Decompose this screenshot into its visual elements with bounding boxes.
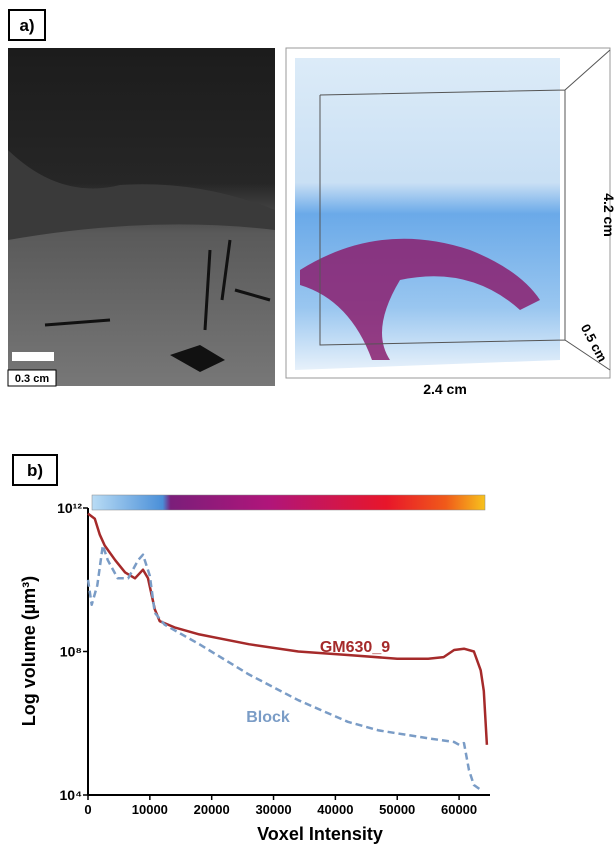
x-tick-label: 30000 bbox=[255, 802, 291, 817]
x-tick-label: 40000 bbox=[317, 802, 353, 817]
x-tick-label: 60000 bbox=[441, 802, 477, 817]
y-tick-label: 10⁸ bbox=[60, 644, 82, 660]
series-label: GM630_9 bbox=[320, 639, 390, 656]
colorbar bbox=[92, 495, 485, 510]
series-line bbox=[88, 546, 481, 790]
x-tick-label: 0 bbox=[84, 802, 91, 817]
x-axis-label: Voxel Intensity bbox=[257, 824, 383, 844]
y-tick-label: 10¹² bbox=[57, 500, 82, 516]
figure: a) 0.3 cm 2.4 cm 4.2 cm 0.5 cm b) Voxel … bbox=[0, 0, 615, 846]
dimension-label: 2.4 cm bbox=[423, 381, 467, 397]
panel-label: b) bbox=[27, 461, 43, 480]
x-tick-label: 10000 bbox=[132, 802, 168, 817]
x-tick-label: 20000 bbox=[194, 802, 230, 817]
series-label: Block bbox=[246, 709, 290, 726]
volume-render bbox=[295, 58, 560, 370]
dimension-label: 4.2 cm bbox=[601, 193, 615, 237]
y-tick-label: 10⁴ bbox=[60, 787, 83, 803]
x-tick-label: 50000 bbox=[379, 802, 415, 817]
panel-label: a) bbox=[19, 16, 34, 35]
scale-bar-label: 0.3 cm bbox=[15, 373, 49, 385]
scale-bar bbox=[12, 352, 54, 361]
y-axis-label: Log volume (µm³) bbox=[19, 576, 39, 726]
